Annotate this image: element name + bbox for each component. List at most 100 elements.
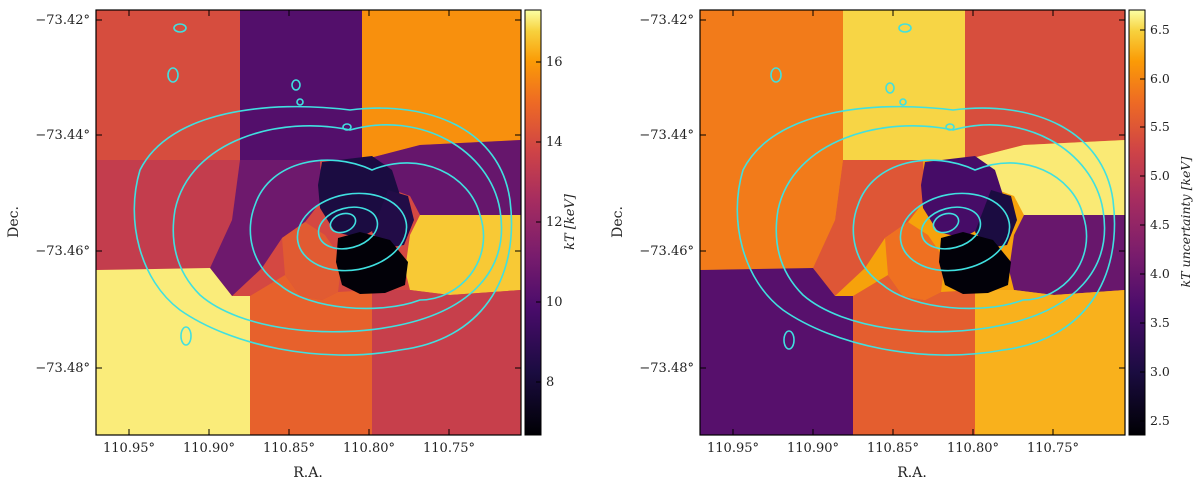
y-tick-label: −73.48° bbox=[639, 361, 694, 376]
contour-left-2 bbox=[317, 206, 379, 250]
contour-left-4 bbox=[249, 159, 485, 310]
colorbar-ticks-left bbox=[536, 61, 541, 383]
region-core-e bbox=[975, 190, 1017, 248]
contour-right-9 bbox=[899, 98, 907, 106]
region-w-inner bbox=[813, 160, 925, 296]
colorbar-tick-label: 8 bbox=[546, 375, 554, 390]
x-tick-label: 110.90° bbox=[183, 441, 235, 456]
region-e-middle bbox=[362, 140, 521, 215]
contour-right-4 bbox=[852, 159, 1088, 310]
colorbar-tick-label: 12 bbox=[546, 215, 563, 230]
x-tick-label: 110.95° bbox=[707, 441, 759, 456]
y-tick-label: −73.46° bbox=[35, 244, 90, 259]
contour-left-5 bbox=[172, 124, 503, 333]
region-ne-outer bbox=[362, 10, 521, 160]
region-se-outer bbox=[372, 290, 521, 435]
colorbar-tick-label: 16 bbox=[546, 55, 563, 70]
y-tick-label: −73.42° bbox=[639, 13, 694, 28]
region-core-e bbox=[372, 190, 414, 248]
y-tick-label: −73.44° bbox=[35, 128, 90, 143]
y-axis-label: Dec. bbox=[6, 206, 22, 238]
contour-left-7 bbox=[167, 67, 179, 83]
panel-right: 110.95° 110.90° 110.85° 110.80° 110.75° … bbox=[610, 9, 1193, 481]
panel-left: 110.95° 110.90° 110.85° 110.80° 110.75° … bbox=[6, 9, 578, 481]
colorbar-tick-label: 14 bbox=[546, 135, 563, 150]
region-s-outer bbox=[250, 275, 372, 435]
x-tick-label: 110.95° bbox=[103, 441, 155, 456]
region-sw-outer bbox=[96, 268, 250, 435]
contour-left-11 bbox=[342, 123, 352, 131]
x-tick-label: 110.80° bbox=[947, 441, 999, 456]
contour-right-6 bbox=[736, 105, 1116, 356]
x-tick-label: 110.90° bbox=[787, 441, 839, 456]
colorbar-label: kT uncertainty [keV] bbox=[1178, 157, 1193, 288]
heatmap-left bbox=[96, 10, 521, 435]
colorbar-tick-label: 6.5 bbox=[1150, 22, 1170, 37]
colorbar-tick-label: 2.5 bbox=[1150, 413, 1170, 428]
x-axis-label: R.A. bbox=[897, 465, 927, 481]
x-tick-label: 110.75° bbox=[423, 441, 475, 456]
x-tick-label: 110.85° bbox=[867, 441, 919, 456]
y-ticks-right: −73.42° −73.44° −73.46° −73.48° bbox=[639, 13, 1125, 376]
x-ticks-right: 110.95° 110.90° 110.85° 110.80° 110.75° bbox=[707, 10, 1079, 456]
colorbar-tick-label: 3.0 bbox=[1150, 364, 1170, 379]
colorbar-ticks-right bbox=[1140, 29, 1145, 422]
x-tick-marks-right bbox=[732, 10, 1054, 435]
contour-left-8 bbox=[173, 23, 187, 33]
region-e-outer bbox=[1009, 215, 1125, 295]
contour-right-10 bbox=[783, 330, 795, 350]
y-tick-marks-left bbox=[96, 19, 521, 369]
contours-right bbox=[736, 23, 1116, 356]
contour-left-9 bbox=[296, 98, 304, 106]
contour-right-5 bbox=[775, 124, 1106, 333]
y-tick-label: −73.44° bbox=[639, 128, 694, 143]
contours-left bbox=[133, 23, 513, 356]
contour-left-10 bbox=[180, 326, 192, 346]
x-axis-label: R.A. bbox=[293, 465, 323, 481]
region-nw-outer bbox=[700, 10, 843, 160]
plot-frame-left bbox=[95, 9, 522, 436]
colorbar-tick-label: 3.5 bbox=[1150, 315, 1170, 330]
x-tick-label: 110.75° bbox=[1027, 441, 1079, 456]
x-ticks-left: 110.95° 110.90° 110.85° 110.80° 110.75° bbox=[103, 10, 475, 456]
region-w-middle bbox=[96, 160, 240, 270]
x-tick-marks-left bbox=[128, 10, 450, 435]
colorbar-tick-label: 5.5 bbox=[1150, 119, 1170, 134]
contour-left-3 bbox=[296, 192, 408, 272]
colorbar-tick-label: 6.0 bbox=[1150, 71, 1170, 86]
contour-right-3 bbox=[899, 192, 1011, 272]
heatmap-right bbox=[700, 10, 1125, 435]
x-tick-label: 110.80° bbox=[343, 441, 395, 456]
colorbar-gradient-right bbox=[1128, 9, 1146, 436]
y-tick-label: −73.46° bbox=[639, 244, 694, 259]
contour-right-1 bbox=[932, 212, 960, 234]
contour-right-11 bbox=[945, 123, 955, 131]
y-ticks-left: −73.42° −73.44° −73.46° −73.48° bbox=[35, 13, 521, 376]
region-ne-outer bbox=[965, 10, 1125, 160]
region-w-inner bbox=[210, 160, 322, 296]
colorbar-tick-label: 4.0 bbox=[1150, 266, 1170, 281]
y-axis-label: Dec. bbox=[610, 206, 626, 238]
x-tick-label: 110.85° bbox=[263, 441, 315, 456]
contour-left-6 bbox=[133, 105, 513, 356]
region-nw-outer bbox=[96, 10, 240, 160]
contour-left-1 bbox=[329, 212, 357, 234]
colorbar-tick-label: 10 bbox=[546, 295, 563, 310]
contour-right-7 bbox=[770, 67, 782, 83]
colorbar-tick-label: 5.0 bbox=[1150, 168, 1170, 183]
colorbar-left: 16 14 12 10 8 kT [keV] bbox=[524, 9, 578, 436]
region-e-middle bbox=[965, 140, 1125, 215]
plot-frame-right bbox=[699, 9, 1126, 436]
contour-left-12 bbox=[291, 79, 301, 91]
region-s-outer bbox=[853, 275, 975, 435]
contour-right-8 bbox=[898, 23, 912, 33]
contour-right-2 bbox=[920, 206, 982, 250]
region-n-outer bbox=[240, 10, 362, 160]
colorbar-label: kT [keV] bbox=[563, 193, 578, 250]
region-se-outer bbox=[975, 290, 1125, 435]
y-tick-label: −73.42° bbox=[35, 13, 90, 28]
region-n-outer bbox=[843, 10, 965, 160]
region-e-outer bbox=[405, 215, 521, 295]
region-w-middle bbox=[700, 160, 843, 270]
